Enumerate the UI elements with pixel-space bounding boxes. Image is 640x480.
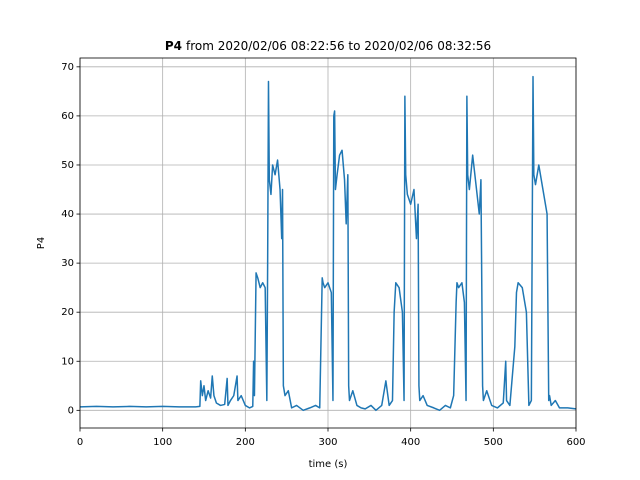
title-rest: from 2020/02/06 08:22:56 to 2020/02/06 0… <box>186 39 491 53</box>
chart-title: P4 from 2020/02/06 08:22:56 to 2020/02/06… <box>165 39 491 53</box>
y-tick-label: 30 <box>61 258 74 269</box>
y-tick-label: 60 <box>61 111 74 122</box>
y-tick-label: 50 <box>61 160 74 171</box>
y-tick-label: 40 <box>61 209 74 220</box>
x-tick-label: 300 <box>318 437 337 448</box>
y-tick-label: 70 <box>61 62 74 73</box>
y-tick-label: 0 <box>68 405 74 416</box>
x-tick-label: 100 <box>153 437 172 448</box>
x-tick-label: 200 <box>236 437 255 448</box>
y-axis-label: P4 <box>36 237 47 249</box>
x-tick-label: 400 <box>401 437 420 448</box>
x-tick-label: 600 <box>566 437 585 448</box>
x-tick-label: 500 <box>484 437 503 448</box>
y-tick-label: 20 <box>61 307 74 318</box>
plot-frame <box>79 57 577 429</box>
title-bold: P4 <box>165 39 182 53</box>
y-tick-label: 10 <box>61 356 74 367</box>
x-axis-label: time (s) <box>309 459 348 470</box>
line-series <box>79 75 577 412</box>
x-tick-label: 0 <box>77 437 83 448</box>
